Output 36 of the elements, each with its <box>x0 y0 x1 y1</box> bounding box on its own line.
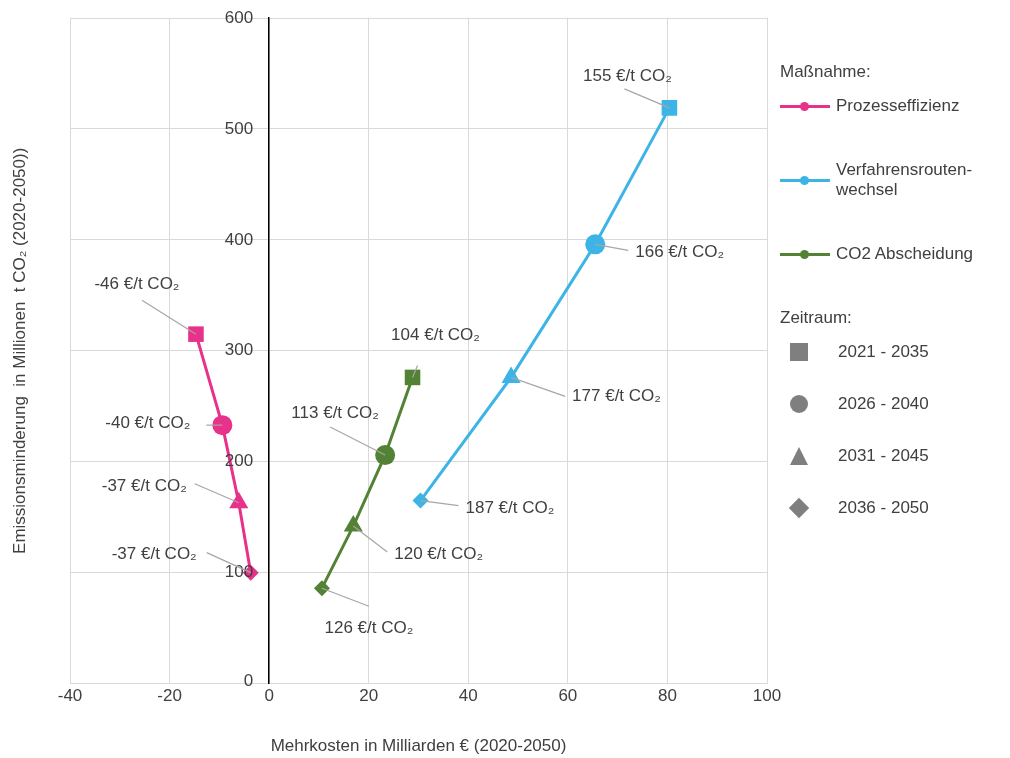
y-axis-title: Emissionsminderung in Millionen t CO₂ (2020-2050)) <box>9 147 29 554</box>
y-tick-label: 600 <box>224 7 254 27</box>
text: 2036 - 2050 <box>838 498 929 518</box>
x-tick-label: 80 <box>657 686 677 706</box>
x-tick-label: 60 <box>558 686 578 706</box>
annotation: -37 €/t CO₂ <box>111 544 197 564</box>
annotation: 187 €/t CO₂ <box>465 498 555 518</box>
legend-title: Maßnahme: <box>780 62 872 83</box>
annotation: -40 €/t CO₂ <box>105 412 191 432</box>
x-tick-label: 20 <box>359 686 379 706</box>
annotation: -46 €/t CO₂ <box>94 273 180 293</box>
annotation: 126 €/t CO₂ <box>324 617 414 637</box>
y-tick-label: 400 <box>224 229 254 249</box>
annotation: 120 €/t CO₂ <box>394 543 484 563</box>
x-tick-label: -20 <box>157 686 182 706</box>
legend-label: Prozesseffizienz <box>836 96 961 116</box>
y-tick-label: 300 <box>224 340 254 360</box>
annotation: -37 €/t CO₂ <box>101 476 187 496</box>
x-tick-label: 40 <box>458 686 478 706</box>
x-tick-label: 100 <box>752 686 782 706</box>
annotation: 104 €/t CO₂ <box>391 325 480 345</box>
legend-label: CO2 Abscheidung <box>836 244 975 264</box>
text: 2021 - 2035 <box>838 342 929 362</box>
annotation: 166 €/t CO₂ <box>635 241 725 261</box>
text: Zeitraum: <box>780 308 853 329</box>
text: 2031 - 2045 <box>838 446 929 466</box>
y-tick-label: 0 <box>243 671 254 691</box>
annotation: 113 €/t CO₂ <box>291 402 379 422</box>
annotation: 155 €/t CO₂ <box>583 65 672 85</box>
legend-label: Verfahrensrouten-wechsel <box>836 160 974 200</box>
x-axis-title: Mehrkosten in Milliarden € (2020-2050) <box>270 735 567 755</box>
annotation: 177 €/t CO₂ <box>572 386 661 406</box>
text: 2026 - 2040 <box>838 394 929 414</box>
x-tick-label: 0 <box>264 686 274 706</box>
y-tick-label: 500 <box>224 118 254 138</box>
x-tick-label: -40 <box>57 686 83 706</box>
